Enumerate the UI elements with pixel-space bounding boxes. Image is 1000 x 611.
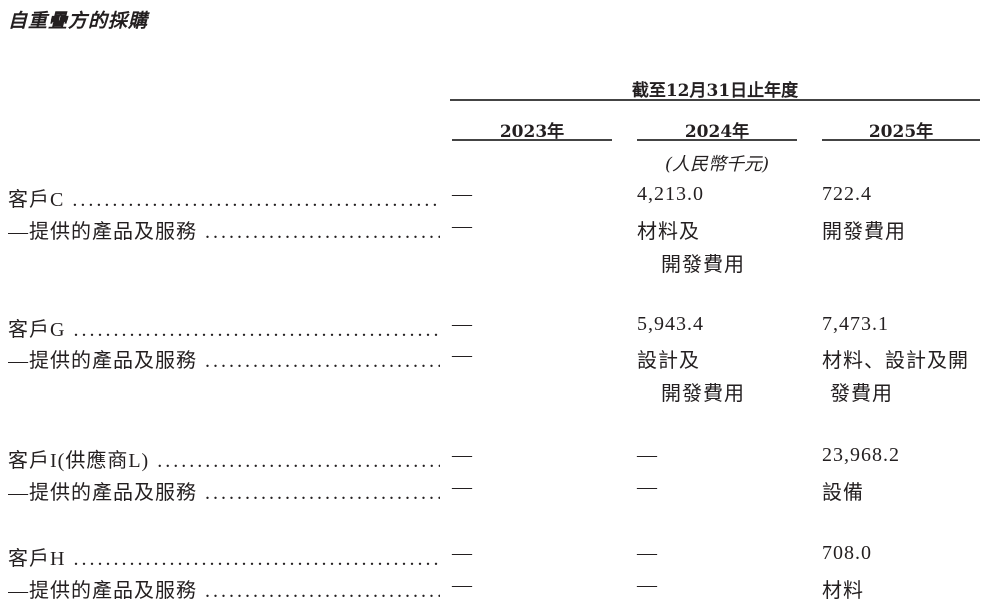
row-label: —提供的產品及服務 ..............................… xyxy=(8,215,440,244)
row-label-text: 客戶G xyxy=(8,319,66,341)
cell-2024: — xyxy=(637,444,658,466)
row-label: —提供的產品及服務 ..............................… xyxy=(8,574,440,603)
row-label-text: —提供的產品及服務 xyxy=(8,482,197,504)
cell-2024: — xyxy=(637,574,658,596)
cell-2023: — xyxy=(452,215,473,237)
dot-leader: ........................................… xyxy=(205,580,440,602)
year-rule-2025 xyxy=(822,139,980,141)
cell-2024: 5,943.4 xyxy=(637,313,704,335)
year-rule-2023 xyxy=(452,139,612,141)
dot-leader: ........................................… xyxy=(205,221,440,243)
cell-continuation-2024: 開發費用 xyxy=(661,383,745,405)
cell-2023: — xyxy=(452,574,473,596)
dot-leader: ........................................… xyxy=(157,450,440,472)
row-label-text: 客戶I(供應商L) xyxy=(8,450,150,472)
cell-2025: 材料、設計及開 xyxy=(822,350,969,372)
dot-leader: ........................................… xyxy=(73,548,440,570)
cell-2024: 材料及 xyxy=(637,221,700,243)
cell-2025: 23,968.2 xyxy=(822,444,900,466)
cell-2025: 開發費用 xyxy=(822,221,906,243)
row-label: 客戶G ....................................… xyxy=(8,313,440,342)
year-header-2023: 2023年 xyxy=(499,122,565,142)
row-label: —提供的產品及服務 ..............................… xyxy=(8,344,440,373)
row-label: 客戶I(供應商L) ..............................… xyxy=(8,444,440,473)
row-label: —提供的產品及服務 ..............................… xyxy=(8,476,440,505)
cell-continuation-2024: 開發費用 xyxy=(661,254,745,276)
cell-2023: — xyxy=(452,542,473,564)
cell-2023: — xyxy=(452,344,473,366)
cell-2024: — xyxy=(637,476,658,498)
dot-leader: ........................................… xyxy=(205,482,440,504)
cell-2023: — xyxy=(452,313,473,335)
row-label-text: 客戶C xyxy=(8,189,65,211)
row-label-text: —提供的產品及服務 xyxy=(8,580,197,602)
row-label-text: —提供的產品及服務 xyxy=(8,350,197,372)
year-rule-2024 xyxy=(637,139,797,141)
cell-2024: — xyxy=(637,542,658,564)
row-label: 客戶C ....................................… xyxy=(8,183,440,212)
year-header-2025: 2025年 xyxy=(868,122,934,142)
dot-leader: ........................................… xyxy=(73,319,440,341)
year-header-2024: 2024年 xyxy=(684,122,750,142)
cell-2025: 7,473.1 xyxy=(822,313,889,335)
cell-2025: 708.0 xyxy=(822,542,872,564)
cell-2025: 722.4 xyxy=(822,183,872,205)
period-header: 截至12月31日止年度 xyxy=(631,81,799,101)
cell-2023: — xyxy=(452,183,473,205)
cell-2023: — xyxy=(452,444,473,466)
row-label-text: 客戶H xyxy=(8,548,66,570)
row-label: 客戶H ....................................… xyxy=(8,542,440,571)
cell-2024: 4,213.0 xyxy=(637,183,704,205)
cell-2025: 設備 xyxy=(822,482,864,504)
dot-leader: ........................................… xyxy=(205,350,440,372)
row-label-text: —提供的產品及服務 xyxy=(8,221,197,243)
cell-2024: 設計及 xyxy=(637,350,700,372)
cell-continuation-2025: 發費用 xyxy=(830,383,893,405)
section-title: 自重疊方的採購 xyxy=(8,10,149,32)
dot-leader: ........................................… xyxy=(72,189,440,211)
cell-2025: 材料 xyxy=(822,580,864,602)
header-rule xyxy=(450,99,980,101)
cell-2023: — xyxy=(452,476,473,498)
unit-label: (人民幣千元) xyxy=(664,154,770,175)
